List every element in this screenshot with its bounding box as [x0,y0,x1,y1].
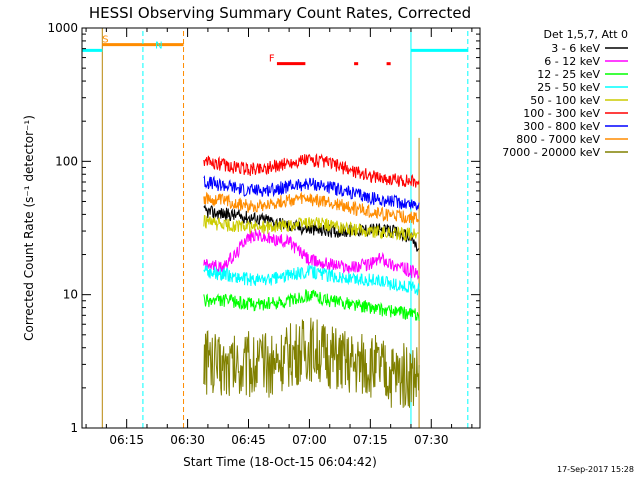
legend-label: 300 - 800 keV [523,120,600,133]
annotation-f: F [269,54,275,65]
series-line-6 [203,175,420,211]
x-tick-label: 06:45 [231,433,266,447]
legend-label: 800 - 7000 keV [516,133,600,146]
y-tick-label: 1000 [47,21,78,35]
x-tick-label: 07:15 [353,433,388,447]
y-tick-label: 1 [70,421,78,435]
y-tick-label: 10 [63,288,78,302]
series-layer [203,152,420,408]
x-tick-label: 06:15 [109,433,144,447]
legend-label: 3 - 6 keV [551,42,600,55]
legend-label: 50 - 100 keV [530,94,600,107]
legend-label: 6 - 12 keV [544,55,600,68]
x-tick-label: 07:00 [292,433,327,447]
series-line-5 [203,152,420,188]
y-axis-label: Corrected Count Rate (s⁻¹ detector⁻¹) [22,115,36,341]
legend-label: 25 - 50 keV [537,81,600,94]
series-line-0 [203,203,420,252]
x-axis-label: Start Time (18-Oct-15 06:04:42) [183,455,377,469]
annotation-s: S [102,35,108,46]
plot-frame [81,27,481,429]
series-line-1 [203,228,420,280]
x-tick-label: 07:30 [414,433,449,447]
series-line-7 [203,191,420,225]
axes: 1 10 100 1000 06:15 06:30 06:45 07:00 07:15 07:30 [47,21,481,447]
timestamp-label: 17-Sep-2017 15:28 [557,465,634,474]
series-line-4 [203,214,420,241]
x-tick-label: 06:30 [170,433,205,447]
legend-label: 12 - 25 keV [537,68,600,81]
series-line-3 [203,264,420,296]
chart-title: HESSI Observing Summary Count Rates, Cor… [89,4,471,22]
y-tick-label: 100 [55,154,78,168]
legend-label: 7000 - 20000 keV [502,146,600,159]
plot-area: S N F 1 10 100 1000 06:15 06:30 06:45 07:00 07:15 0… [47,21,481,447]
series-line-8 [203,317,420,408]
series-line-2 [203,289,420,322]
annotation-n: N [155,40,162,51]
legend-label: 100 - 300 keV [523,107,600,120]
legend-title: Det 1,5,7, Att 0 [544,28,628,41]
